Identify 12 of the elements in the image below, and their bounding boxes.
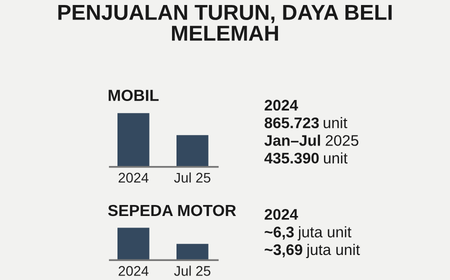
text: PENJUALAN TURUN, DAYA BELI MELEMAH [58,4,392,41]
x-tick-label: Jul 25 [174,266,210,276]
text: 865.723 unit [264,117,348,128]
text: ~3,69 juta unit [264,244,360,258]
text: 2024 [264,209,298,220]
chart-title: MOBIL [108,90,159,102]
x-tick-label: Jul 25 [174,172,210,183]
chart-title: SEPEDA MOTOR [108,204,236,216]
text: ~6,3 juta unit [264,226,352,240]
text: 435.390 unit [264,152,348,164]
text: Jan–Jul 2025 [264,134,358,146]
text: 2024 [264,100,298,111]
